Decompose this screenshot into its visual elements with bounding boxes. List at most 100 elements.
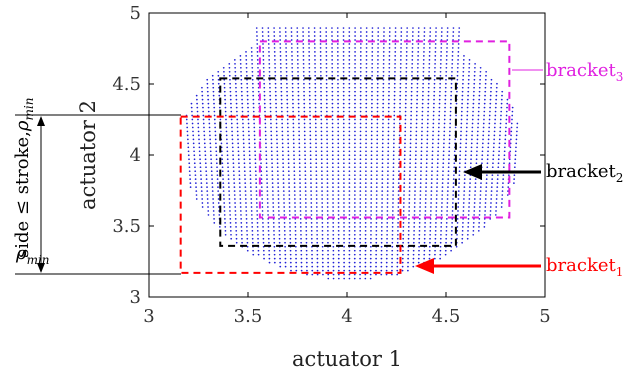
scatter-point [342, 70, 345, 73]
scatter-point [466, 233, 469, 236]
scatter-point [458, 31, 460, 33]
scatter-point [497, 162, 500, 165]
scatter-point [415, 150, 417, 153]
scatter-point [250, 202, 253, 204]
scatter-point [251, 62, 253, 65]
scatter-point [375, 241, 378, 244]
scatter-point [310, 214, 313, 216]
scatter-point [286, 86, 288, 89]
scatter-point [284, 237, 286, 240]
scatter-point [196, 110, 199, 113]
scatter-point [499, 134, 501, 137]
scatter-point [439, 66, 442, 69]
scatter-point [217, 82, 220, 85]
bracket3-label-sub: 3 [616, 70, 624, 84]
scatter-point [348, 59, 351, 61]
scatter-point [484, 78, 487, 81]
scatter-point [292, 118, 295, 121]
scatter-point [202, 110, 204, 113]
scatter-point [210, 166, 213, 169]
scatter-point [445, 237, 448, 240]
scatter-point [238, 170, 241, 173]
scatter-point [402, 214, 405, 216]
scatter-point [228, 190, 230, 192]
scatter-point [320, 110, 323, 113]
scatter-point [473, 214, 475, 216]
scatter-point [417, 43, 420, 45]
scatter-point [252, 98, 255, 101]
scatter-point [382, 122, 384, 125]
scatter-point [416, 66, 419, 69]
scatter-point [325, 90, 328, 93]
scatter-point [474, 190, 477, 192]
scatter-point [273, 253, 276, 256]
scatter-point [353, 226, 356, 228]
scatter-point [269, 86, 271, 89]
scatter-point [491, 166, 494, 169]
scatter-point [309, 134, 312, 137]
scatter-point [401, 261, 404, 264]
scatter-point [375, 265, 377, 268]
scatter-point [514, 158, 517, 161]
scatter-point [457, 59, 459, 61]
scatter-point [382, 98, 385, 101]
scatter-point [376, 162, 378, 165]
scatter-point [289, 261, 292, 264]
scatter-point [508, 174, 510, 177]
scatter-point [359, 222, 362, 224]
scatter-point [288, 186, 291, 188]
scatter-point [310, 202, 313, 204]
scatter-point [196, 106, 199, 109]
scatter-point [365, 35, 368, 37]
scatter-point [370, 126, 373, 129]
scatter-point [327, 249, 329, 252]
scatter-point [464, 150, 467, 153]
scatter-point [286, 114, 289, 117]
scatter-point [365, 74, 368, 77]
scatter-point [226, 158, 229, 161]
scatter-point [365, 98, 368, 101]
scatter-point [425, 166, 428, 169]
scatter-point [438, 110, 441, 113]
scatter-point [463, 186, 466, 188]
scatter-point [448, 158, 450, 161]
scatter-point [354, 154, 356, 157]
scatter-point [500, 102, 503, 105]
scatter-point [443, 138, 445, 141]
scatter-point [376, 70, 379, 73]
scatter-point [442, 166, 444, 169]
scatter-point [305, 222, 308, 224]
scatter-point [406, 43, 408, 45]
scatter-point [435, 27, 437, 29]
scatter-point [348, 194, 351, 196]
scatter-point [354, 174, 356, 177]
scatter-point [337, 94, 339, 97]
scatter-point [320, 98, 322, 101]
scatter-point [493, 130, 496, 133]
scatter-point [359, 257, 361, 260]
scatter-point [201, 102, 204, 105]
scatter-point [456, 66, 459, 69]
scatter-point [256, 229, 259, 232]
scatter-point [298, 166, 301, 169]
scatter-point [217, 186, 219, 188]
scatter-point [240, 214, 242, 216]
scatter-point [311, 265, 314, 268]
scatter-point [421, 106, 424, 109]
scatter-point [209, 142, 212, 145]
scatter-point [375, 182, 378, 184]
scatter-point [343, 214, 345, 216]
scatter-point [286, 102, 289, 105]
scatter-point [490, 90, 492, 93]
scatter-point [415, 114, 418, 117]
scatter-point [326, 146, 329, 149]
scatter-point [410, 90, 413, 93]
scatter-point [326, 222, 329, 224]
scatter-point [205, 174, 208, 177]
scatter-point [381, 182, 384, 184]
scatter-point [397, 222, 399, 224]
scatter-point [393, 90, 396, 93]
scatter-point [370, 118, 373, 121]
scatter-point [213, 214, 215, 216]
scatter-point [265, 154, 268, 157]
